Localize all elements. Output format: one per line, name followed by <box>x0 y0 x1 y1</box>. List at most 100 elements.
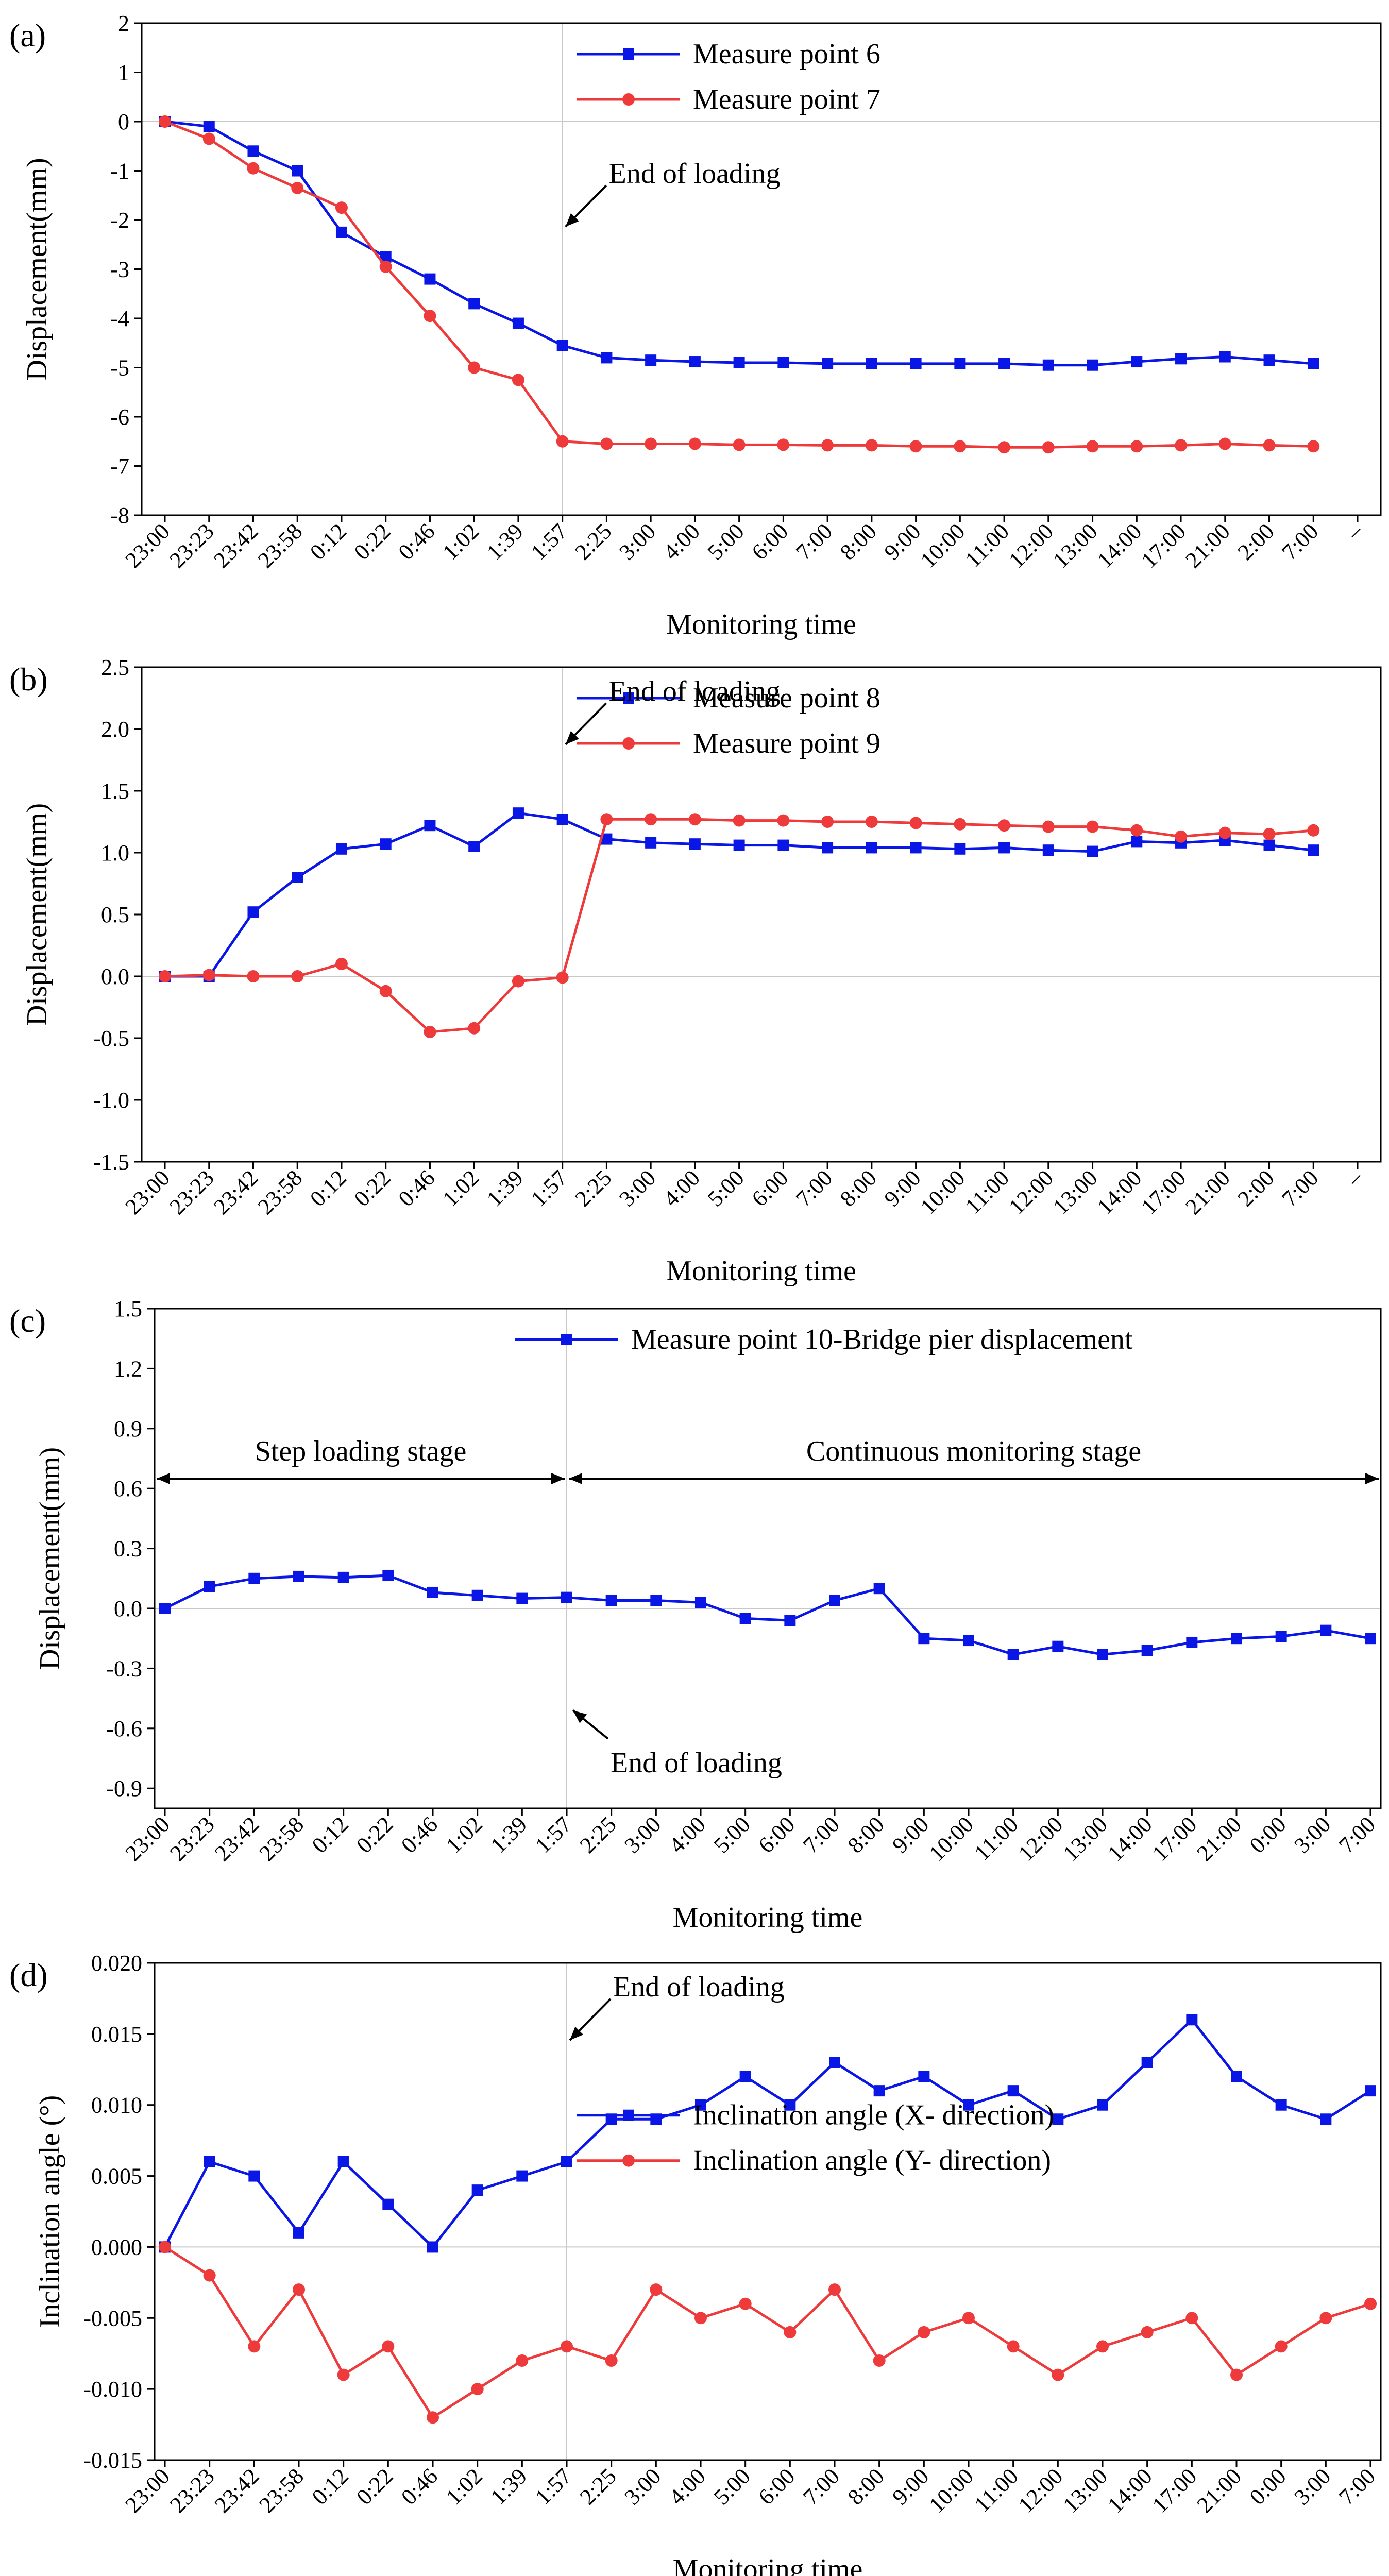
x-tick-label: 14:00 <box>1103 1811 1157 1866</box>
stage-arrows: Step loading stage Continuous monitoring … <box>157 1435 1379 1484</box>
data-point <box>1186 2014 1198 2026</box>
data-point <box>1365 1633 1376 1645</box>
data-point <box>1263 354 1275 366</box>
data-point <box>468 298 480 310</box>
data-point <box>1052 1640 1064 1652</box>
data-point <box>605 1595 617 1606</box>
x-tick-label: 17:00 <box>1137 518 1191 573</box>
x-tick-label: 13:00 <box>1058 1811 1113 1866</box>
panel-label: (a) <box>9 17 46 54</box>
data-point <box>600 437 613 450</box>
x-tick-label: 10:00 <box>916 1165 970 1219</box>
data-point <box>159 115 171 128</box>
x-tick-label: 1:39 <box>482 518 528 565</box>
x-tick-label: 7:00 <box>798 1811 844 1858</box>
data-point <box>1130 440 1143 453</box>
x-tick-label: 7:00 <box>791 518 837 565</box>
data-point <box>159 1603 171 1614</box>
stage-arrowhead <box>1365 1473 1379 1484</box>
legend-marker <box>561 1334 572 1345</box>
data-point <box>1042 441 1055 454</box>
x-tick-label: 3:00 <box>614 1165 660 1211</box>
x-tick-label: 2:00 <box>1233 1165 1279 1211</box>
series-line <box>164 1574 1371 1656</box>
stage-arrowhead <box>569 1473 582 1484</box>
x-tick-label: 2:25 <box>570 518 617 565</box>
x-tick-label: 12:00 <box>1013 2463 1068 2518</box>
data-point <box>601 352 613 364</box>
data-point <box>292 165 303 177</box>
data-point <box>1087 359 1098 371</box>
y-tick-label: 0.015 <box>91 2022 142 2047</box>
data-point <box>379 985 392 997</box>
stage-arrowhead <box>551 1473 565 1484</box>
x-tick-label: 3:00 <box>614 518 660 565</box>
data-point <box>777 814 790 827</box>
x-tick-label: 14:00 <box>1103 2463 1157 2518</box>
x-tick-label: 23:42 <box>209 518 263 573</box>
x-tick-label: 7:00 <box>1277 1165 1323 1211</box>
legend-marker <box>623 692 634 704</box>
x-tick-label: – <box>1341 1165 1368 1192</box>
data-point <box>380 251 392 263</box>
data-point <box>784 2099 796 2111</box>
annotation-text: End of loading <box>609 158 781 190</box>
data-point <box>777 357 789 368</box>
data-point <box>159 970 171 982</box>
data-point <box>733 438 746 451</box>
data-point <box>1320 1624 1332 1636</box>
y-axis-title: Displacement(mm) <box>21 158 53 380</box>
x-tick-label: 21:00 <box>1180 518 1235 573</box>
stage-arrowhead <box>157 1473 170 1484</box>
x-tick-label: 23:58 <box>253 518 308 573</box>
data-point <box>689 838 701 850</box>
data-point <box>1308 358 1319 369</box>
annotation-text: End of loading <box>611 1747 782 1779</box>
y-tick-label: -0.9 <box>106 1776 142 1801</box>
data-point <box>247 970 260 982</box>
data-point <box>424 310 436 323</box>
y-axis-title: Displacement(mm) <box>21 803 53 1026</box>
data-point <box>159 2241 171 2253</box>
x-axis-title: Monitoring time <box>673 1902 863 1934</box>
series-1 <box>159 2241 1377 2424</box>
data-point <box>688 437 701 450</box>
data-point <box>962 2312 975 2325</box>
data-point <box>1097 1649 1108 1660</box>
data-point <box>909 440 922 453</box>
data-point <box>695 2099 706 2111</box>
x-tick-label: 0:12 <box>307 1811 353 1858</box>
plot-frame <box>154 1962 1382 2461</box>
data-point <box>337 2156 349 2167</box>
data-point <box>202 132 215 145</box>
data-point <box>471 2383 484 2396</box>
panel-0: (a) 210-1-2-3-4-5-6-7-823:0023:2323:4223:… <box>9 11 1382 640</box>
x-tick-label: 4:00 <box>658 518 705 565</box>
x-tick-label: 2:25 <box>575 2463 621 2510</box>
data-point <box>998 842 1010 854</box>
data-point <box>556 340 568 351</box>
x-tick-label: 23:58 <box>255 2463 309 2518</box>
x-tick-label: 14:00 <box>1092 518 1147 573</box>
data-point <box>694 2312 707 2325</box>
annotation-arrowhead <box>565 731 579 744</box>
end-of-loading-annotation: End of loading <box>569 1971 785 2041</box>
data-point <box>468 361 481 374</box>
data-point <box>291 970 304 982</box>
end-of-loading-annotation: End of loading <box>565 158 781 228</box>
data-point <box>424 1026 436 1038</box>
data-point <box>247 906 259 918</box>
x-tick-label: 13:00 <box>1048 518 1103 573</box>
x-tick-label: 13:00 <box>1058 2463 1113 2518</box>
data-point <box>865 816 878 828</box>
data-point <box>600 813 613 826</box>
data-point <box>1230 2368 1243 2381</box>
x-tick-label: 8:00 <box>843 1811 889 1858</box>
x-tick-label: 1:02 <box>441 1811 487 1858</box>
data-point <box>645 437 657 450</box>
data-point <box>471 1589 483 1601</box>
data-point <box>247 162 260 175</box>
data-point <box>248 2170 260 2182</box>
data-point <box>689 356 701 368</box>
data-point <box>1308 844 1319 856</box>
